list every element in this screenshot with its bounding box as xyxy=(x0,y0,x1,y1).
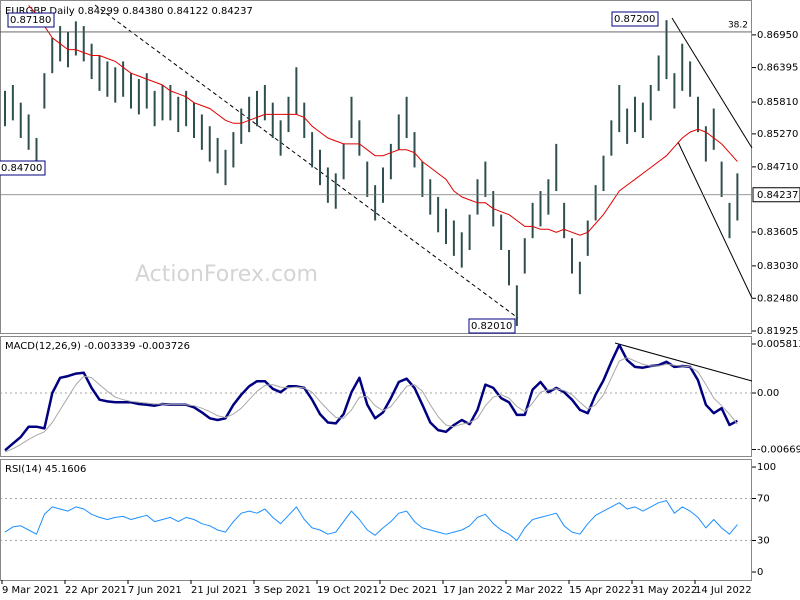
y-tick-label: 0.83605 xyxy=(757,227,798,238)
y-tick-label: 0.86950 xyxy=(757,30,798,41)
rsi-title: RSI(14) 45.1606 xyxy=(5,464,86,475)
indicator-line xyxy=(4,500,738,541)
macd-trend-line xyxy=(614,342,753,382)
y-tick-label: -0.006699 xyxy=(757,444,800,455)
annotation-box xyxy=(611,11,659,27)
annotation: 0.84700 xyxy=(1,163,42,174)
x-tick-label: 7 Jun 2021 xyxy=(128,585,182,596)
x-tick-label: 15 Apr 2022 xyxy=(569,585,631,596)
last-price-box xyxy=(752,187,800,203)
annotation-box xyxy=(0,160,46,176)
annotation: 0.87200 xyxy=(614,14,655,25)
annotation: 0.82010 xyxy=(471,321,512,332)
annotation-box xyxy=(7,12,55,28)
y-tick-label: 30 xyxy=(757,536,770,547)
macd-panel xyxy=(0,336,752,457)
macd-title: MACD(12,26,9) -0.003339 -0.003726 xyxy=(5,341,190,352)
x-tick-label: 17 Jan 2022 xyxy=(443,585,503,596)
moving-average xyxy=(28,5,738,236)
y-tick-label: 0 xyxy=(757,567,763,578)
x-tick-label: 2 Dec 2021 xyxy=(380,585,438,596)
y-tick-label: 0.82480 xyxy=(757,293,798,304)
x-tick-label: 9 Mar 2021 xyxy=(2,585,59,596)
last-price-label: 0.84237 xyxy=(757,190,798,201)
annotation: 0.87180 xyxy=(10,15,51,26)
chart-title: EURGBP,Daily 0.84299 0.84380 0.84122 0.8… xyxy=(5,6,253,17)
x-tick-label: 2 Mar 2022 xyxy=(506,585,563,596)
y-tick-label: 0.00 xyxy=(757,388,779,399)
trend-line xyxy=(94,4,519,319)
x-tick-label: 21 Jul 2021 xyxy=(191,585,248,596)
y-tick-label: 0.005813 xyxy=(757,339,800,350)
y-tick-label: 0.83030 xyxy=(757,261,798,272)
watermark: ActionForex.com xyxy=(135,262,318,287)
y-tick-label: 0.81925 xyxy=(757,326,798,337)
x-tick-label: 3 Sep 2021 xyxy=(254,585,311,596)
y-tick-label: 100 xyxy=(757,462,776,473)
channel-line xyxy=(671,17,753,149)
x-tick-label: 19 Oct 2021 xyxy=(317,585,379,596)
channel-line xyxy=(677,141,753,299)
x-tick-label: 22 Apr 2021 xyxy=(65,585,127,596)
y-tick-label: 0.85270 xyxy=(757,129,798,140)
y-tick-label: 0.84710 xyxy=(757,162,798,173)
y-tick-label: 70 xyxy=(757,494,770,505)
y-tick-label: 0.86395 xyxy=(757,63,798,74)
y-tick-label: 0.85810 xyxy=(757,97,798,108)
rsi-panel xyxy=(0,459,752,581)
x-tick-label: 31 May 2022 xyxy=(632,585,697,596)
indicator-line xyxy=(4,343,738,452)
annotation-box xyxy=(468,318,516,334)
indicator-line xyxy=(4,357,738,453)
fib-level-label: 38.2 xyxy=(728,20,748,30)
x-tick-label: 14 Jul 2022 xyxy=(695,585,752,596)
